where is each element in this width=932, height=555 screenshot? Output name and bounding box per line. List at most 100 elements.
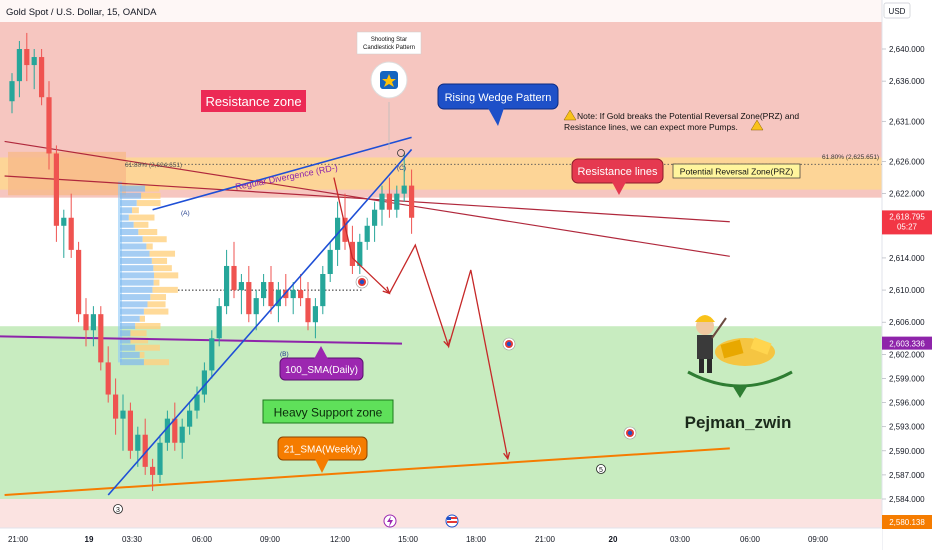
candle-body xyxy=(98,314,104,363)
candle-body xyxy=(231,265,237,291)
candle-body xyxy=(194,394,200,411)
volume-bar xyxy=(120,272,154,279)
candle-body xyxy=(327,249,333,274)
time-tick-label: 20 xyxy=(609,535,618,544)
volume-bar xyxy=(152,286,178,293)
heavy-support-box xyxy=(262,399,394,424)
us-flag-event-icon[interactable] xyxy=(445,514,459,528)
price-axis[interactable] xyxy=(882,0,932,550)
candle-body xyxy=(312,306,318,323)
candle-body xyxy=(320,274,326,307)
time-tick-label: 19 xyxy=(85,535,94,544)
volume-bar xyxy=(132,207,139,214)
volume-bar xyxy=(120,286,153,293)
sma21-pointer xyxy=(315,459,329,473)
sma21-line xyxy=(4,447,730,496)
time-tick-label: 06:00 xyxy=(192,535,213,544)
candle-countdown: 05:27 xyxy=(897,222,918,231)
flash-event-icon[interactable] xyxy=(383,514,397,528)
candle-body xyxy=(275,290,281,307)
candle-body xyxy=(386,193,392,210)
volume-bar xyxy=(139,351,145,358)
candle-body xyxy=(16,49,22,82)
price-tick-label: 2,599.000 xyxy=(889,374,925,383)
arrowhead xyxy=(503,451,511,461)
candle-body xyxy=(179,426,185,443)
candle-body xyxy=(298,290,304,299)
candle-body xyxy=(187,410,193,427)
volume-bar xyxy=(120,257,152,264)
volume-bar xyxy=(120,359,144,366)
candle-body xyxy=(394,193,400,210)
volume-bar xyxy=(153,279,160,286)
point-c-label: (C) xyxy=(397,165,406,172)
time-tick-label: 12:00 xyxy=(330,535,351,544)
price-tick-label: 2,606.000 xyxy=(889,318,925,327)
candle-body xyxy=(76,249,82,315)
candlesticks xyxy=(9,32,415,491)
volume-bar xyxy=(153,265,172,272)
candle-body xyxy=(9,81,15,102)
resistance-zone-label: Resistance zone xyxy=(205,94,301,109)
volume-bar xyxy=(120,344,136,351)
point-c-marker xyxy=(397,149,405,157)
candle-body xyxy=(224,265,230,307)
warning-icon-2 xyxy=(750,119,764,131)
point-a-label: (A) xyxy=(181,210,190,217)
candle-body xyxy=(157,442,163,475)
last-price-tag xyxy=(882,210,932,235)
time-tick-label: 03:00 xyxy=(670,535,691,544)
volume-bar xyxy=(150,294,167,301)
volume-bar xyxy=(120,351,140,358)
price-tick-label: 2,590.000 xyxy=(889,447,925,456)
price-tick-label: 2,610.000 xyxy=(889,286,925,295)
shooting-star-box xyxy=(356,31,422,55)
price-tick-label: 2,640.000 xyxy=(889,45,925,54)
candle-body xyxy=(39,57,45,98)
wedge-upper-line xyxy=(152,136,412,211)
bottom-price-value: 2,580.138 xyxy=(889,518,925,527)
note-block: Note: If Gold breaks the Potential Rever… xyxy=(563,109,799,132)
candle-body xyxy=(61,217,67,226)
volume-bar xyxy=(120,301,148,308)
price-tick-label: 2,636.000 xyxy=(889,77,925,86)
volume-bar xyxy=(136,200,161,207)
sma100-pointer xyxy=(314,346,328,359)
candle-body xyxy=(113,394,119,419)
lower-zone-area xyxy=(0,499,882,528)
price-tick-label: 2,584.000 xyxy=(889,495,925,504)
prz-label: Potential Reversal Zone(PRZ) xyxy=(680,167,794,177)
volume-bar xyxy=(120,243,147,250)
resistance-lines-label: Resistance lines xyxy=(577,166,658,178)
candle-body xyxy=(209,338,215,371)
sma100-line xyxy=(0,335,403,345)
volume-bar xyxy=(143,359,170,366)
shooting-star-line-1: Shooting Star xyxy=(371,37,407,43)
point-b-label: (B) xyxy=(280,351,289,358)
candle-body xyxy=(172,418,178,443)
sma100-label: 100_SMA(Daily) xyxy=(285,365,358,376)
volume-bar xyxy=(143,308,169,315)
target-icon xyxy=(623,426,637,440)
price-tick-label: 2,626.000 xyxy=(889,158,925,167)
candle-body xyxy=(90,314,96,331)
candle-body xyxy=(246,282,252,315)
candle-body xyxy=(24,49,30,66)
currency-button[interactable] xyxy=(883,2,911,19)
volume-bar xyxy=(130,330,147,337)
candle-body xyxy=(120,410,126,419)
volume-bar xyxy=(120,192,142,199)
candle-body xyxy=(268,282,274,307)
candle-body xyxy=(238,282,244,291)
volume-bar xyxy=(120,265,154,272)
candle-body xyxy=(216,306,222,339)
wave-5-marker xyxy=(596,464,606,474)
volume-bar xyxy=(120,200,137,207)
candle-body xyxy=(372,209,378,226)
rising-wedge-label: Rising Wedge Pattern xyxy=(445,92,552,104)
volume-bar xyxy=(128,214,155,221)
time-axis[interactable] xyxy=(0,528,882,550)
wave-5-label: 5 xyxy=(599,467,603,474)
candle-body xyxy=(150,466,156,475)
